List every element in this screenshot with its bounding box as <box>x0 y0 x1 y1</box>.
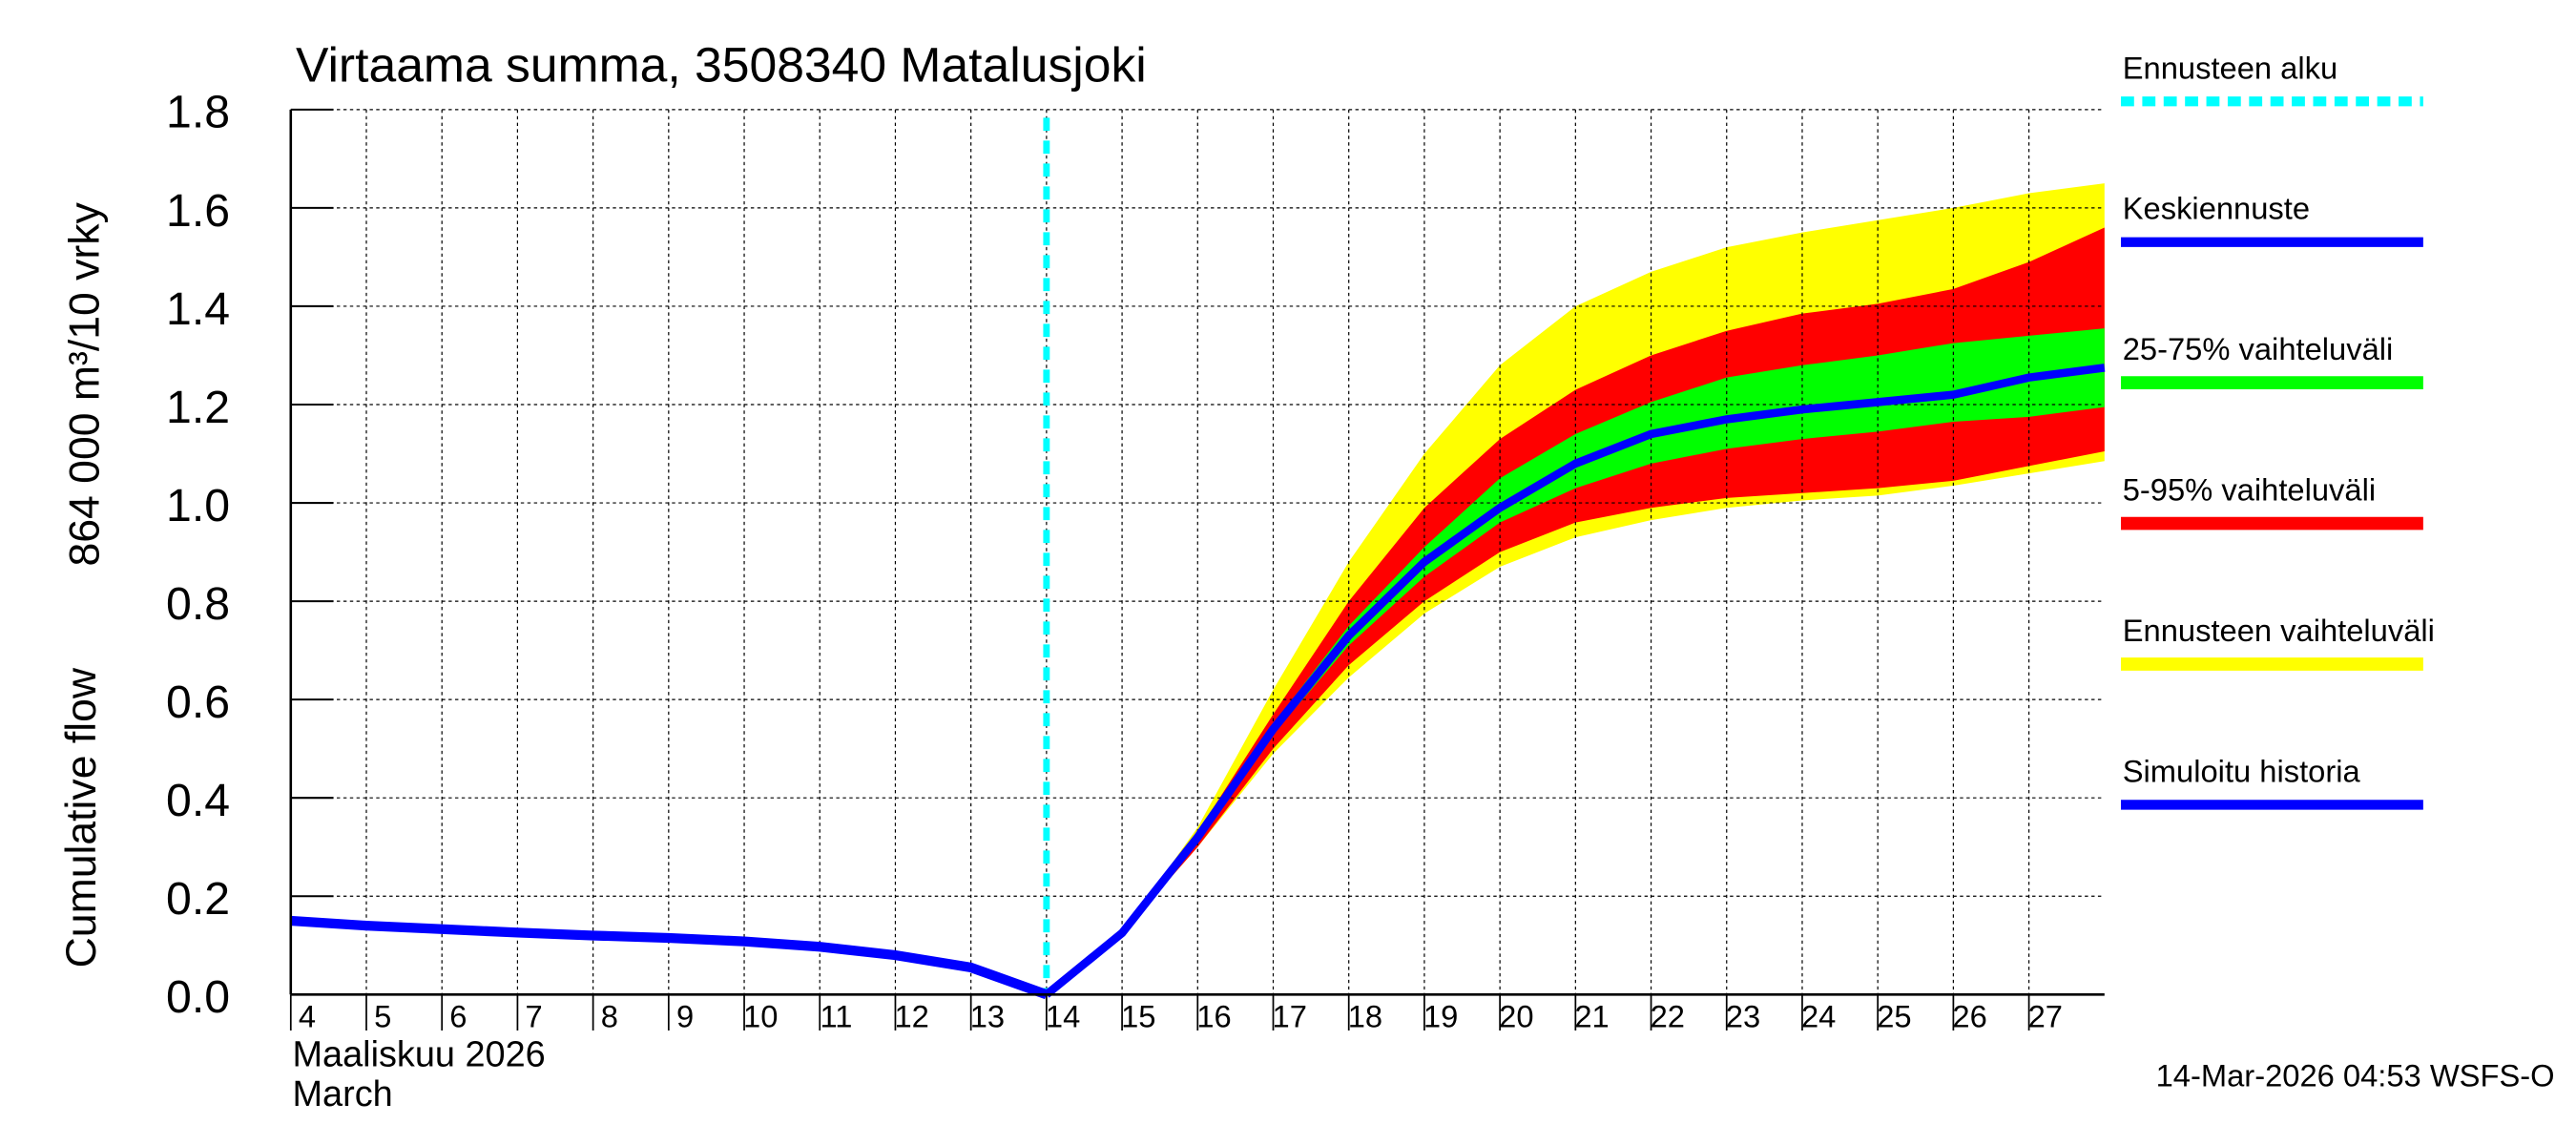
x-tick-label: 9 <box>676 999 694 1034</box>
legend-label: Keskiennuste <box>2123 191 2310 226</box>
y-tick-label: 0.8 <box>166 578 230 630</box>
y-tick-label: 0.4 <box>166 775 230 826</box>
chart-title: Virtaama summa, 3508340 Matalusjoki <box>296 37 1147 93</box>
footer-timestamp: 14-Mar-2026 04:53 WSFS-O <box>2156 1057 2555 1093</box>
x-tick-label: 23 <box>1726 999 1760 1034</box>
x-tick-label: 5 <box>374 999 391 1034</box>
x-tick-label: 11 <box>820 999 852 1034</box>
legend-label: Ennusteen alku <box>2123 50 2337 85</box>
y-tick-label: 0.6 <box>166 677 230 728</box>
x-tick-label: 26 <box>1952 999 1986 1034</box>
x-tick-label: 8 <box>601 999 618 1034</box>
x-tick-label: 18 <box>1348 999 1382 1034</box>
legend-label: 5-95% vaihteluväli <box>2123 472 2376 508</box>
y-tick-label: 0.2 <box>166 873 230 925</box>
x-tick-label: 24 <box>1801 999 1836 1034</box>
x-axis-label-en: March <box>293 1074 393 1114</box>
y-axis-label-fi: 864 000 m³/10 vrky <box>61 201 108 566</box>
x-tick-label: 17 <box>1273 999 1307 1034</box>
x-tick-label: 16 <box>1196 999 1231 1034</box>
y-tick-label: 1.2 <box>166 382 230 433</box>
y-tick-label: 1.6 <box>166 185 230 237</box>
y-tick-label: 1.8 <box>166 87 230 138</box>
x-axis-label-fi: Maaliskuu 2026 <box>293 1035 546 1075</box>
x-tick-label: 14 <box>1046 999 1080 1034</box>
legend-label: 25-75% vaihteluväli <box>2123 331 2394 366</box>
simulated-history-line <box>290 915 1049 1000</box>
x-tick-label: 25 <box>1877 999 1911 1034</box>
x-tick-label: 12 <box>894 999 928 1034</box>
y-tick-label: 1.0 <box>166 480 230 531</box>
x-tick-label: 15 <box>1121 999 1155 1034</box>
legend-label: Simuloitu historia <box>2123 753 2361 788</box>
y-tick-label: 1.4 <box>166 283 230 335</box>
legend-label: Ennusteen vaihteluväli <box>2123 613 2435 648</box>
y-axis-label-en: Cumulative flow <box>58 667 105 968</box>
x-tick-label: 4 <box>299 999 316 1034</box>
x-tick-label: 20 <box>1499 999 1533 1034</box>
x-tick-label: 6 <box>449 999 467 1034</box>
x-tick-label: 13 <box>970 999 1005 1034</box>
x-tick-label: 10 <box>743 999 778 1034</box>
x-tick-label: 19 <box>1423 999 1458 1034</box>
x-tick-label: 22 <box>1651 999 1685 1034</box>
legend: Ennusteen alku Keskiennuste 25-75% vaihtel… <box>2121 50 2435 810</box>
x-tick-label: 21 <box>1574 999 1609 1034</box>
y-tick-label: 0.0 <box>166 971 230 1023</box>
x-tick-label: 7 <box>526 999 543 1034</box>
median-forecast-line <box>1044 364 2106 998</box>
x-tick-label: 27 <box>2028 999 2063 1034</box>
